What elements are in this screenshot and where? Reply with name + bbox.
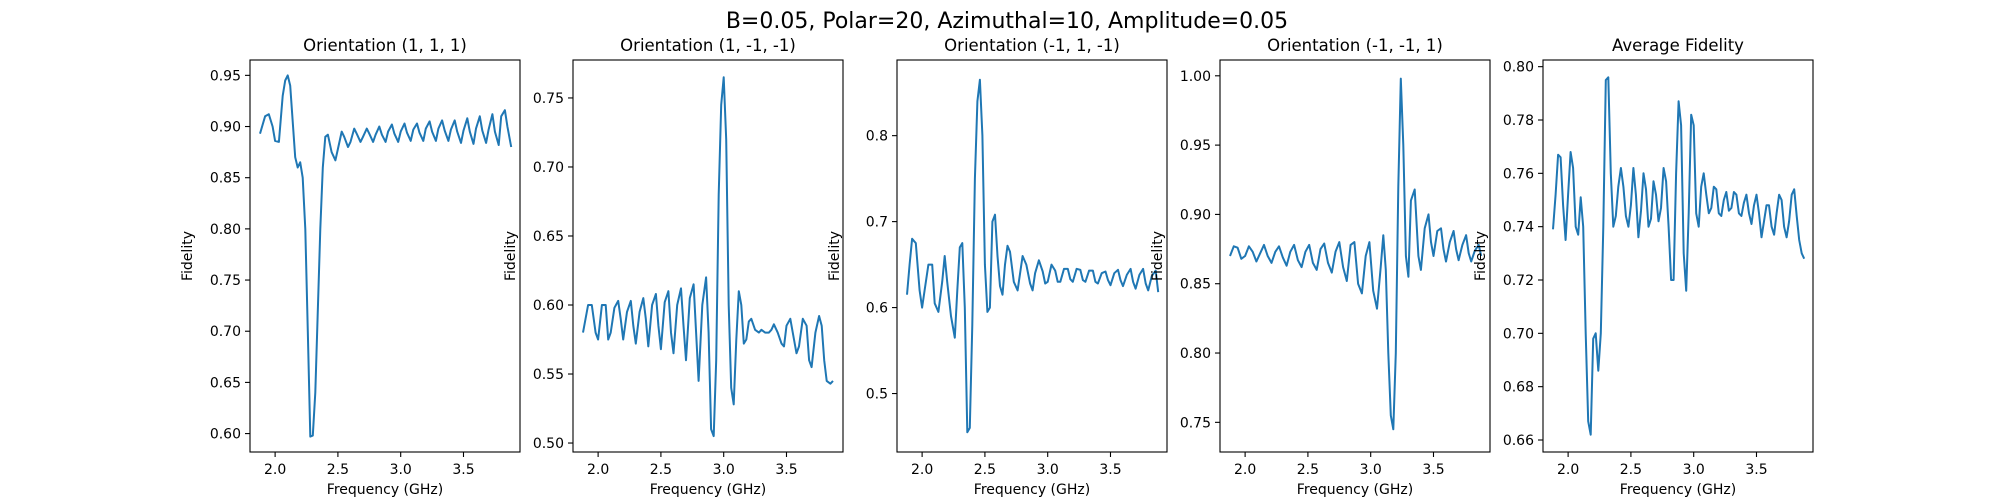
y-tick-label: 0.75 bbox=[1180, 415, 1211, 431]
x-tick-label: 3.5 bbox=[775, 462, 797, 478]
panel-title: Average Fidelity bbox=[1612, 36, 1744, 55]
x-tick-label: 3.0 bbox=[1683, 462, 1705, 478]
y-tick-label: 0.74 bbox=[1503, 220, 1534, 236]
chart-panel-3: 2.0 2.5 3.0 3.5 0.5 0.6 0.7 0.8 Orientation (-1,… bbox=[827, 36, 1168, 498]
y-tick-label: 0.66 bbox=[1503, 433, 1534, 449]
y-tick-label: 0.80 bbox=[1180, 346, 1211, 362]
y-axis-label: Fidelity bbox=[1150, 231, 1166, 281]
y-tick-label: 0.65 bbox=[533, 229, 564, 245]
x-axis-label: Frequency (GHz) bbox=[974, 482, 1090, 498]
panels: 2.0 2.5 3.0 3.5 0.60 0.65 0.70 0.75 0.80 0.85 0.90… bbox=[180, 36, 1814, 498]
chart-panel-1: 2.0 2.5 3.0 3.5 0.60 0.65 0.70 0.75 0.80 0.85 0.90… bbox=[180, 36, 521, 498]
y-tick-label: 0.7 bbox=[866, 215, 888, 231]
x-axis-label: Frequency (GHz) bbox=[1620, 482, 1736, 498]
x-tick-label: 3.0 bbox=[1037, 462, 1059, 478]
y-tick-label: 0.50 bbox=[533, 436, 564, 452]
y-tick-label: 0.68 bbox=[1503, 380, 1534, 396]
y-axis-label: Fidelity bbox=[503, 231, 519, 281]
series-line bbox=[1552, 76, 1806, 436]
y-tick-label: 0.70 bbox=[1503, 326, 1534, 342]
y-tick-label: 0.75 bbox=[533, 91, 564, 107]
y-tick-label: 0.70 bbox=[210, 324, 241, 340]
y-tick-label: 0.6 bbox=[866, 301, 888, 317]
plot-frame bbox=[572, 59, 844, 453]
chart-panel-5: 2.0 2.5 3.0 3.5 0.66 0.68 0.70 0.72 0.74 0.76 0.78… bbox=[1473, 36, 1814, 498]
plot-frame bbox=[1542, 59, 1814, 453]
y-axis-label: Fidelity bbox=[180, 231, 196, 281]
x-tick-label: 3.5 bbox=[1422, 462, 1444, 478]
y-axis-label: Fidelity bbox=[1473, 231, 1489, 281]
x-tick-label: 2.0 bbox=[1557, 462, 1579, 478]
x-tick-label: 3.0 bbox=[713, 462, 735, 478]
y-tick-label: 0.95 bbox=[1180, 138, 1211, 154]
y-tick-label: 0.5 bbox=[866, 387, 888, 403]
plot-frame bbox=[249, 59, 521, 453]
x-tick-label: 2.0 bbox=[911, 462, 933, 478]
x-axis-label: Frequency (GHz) bbox=[327, 482, 443, 498]
plot-frame bbox=[1219, 59, 1491, 453]
y-tick-label: 0.78 bbox=[1503, 113, 1534, 129]
y-tick-label: 0.76 bbox=[1503, 166, 1534, 182]
x-tick-label: 2.0 bbox=[264, 462, 286, 478]
x-tick-label: 3.0 bbox=[1360, 462, 1382, 478]
x-axis-label: Frequency (GHz) bbox=[650, 482, 766, 498]
y-tick-label: 0.85 bbox=[210, 171, 241, 187]
x-tick-label: 2.0 bbox=[1234, 462, 1256, 478]
y-tick-label: 0.60 bbox=[533, 298, 564, 314]
x-tick-label: 2.5 bbox=[1620, 462, 1642, 478]
y-tick-label: 0.65 bbox=[210, 375, 241, 391]
x-tick-label: 3.5 bbox=[1745, 462, 1767, 478]
panel-title: Orientation (-1, -1, 1) bbox=[1267, 36, 1443, 55]
x-tick-label: 2.5 bbox=[1297, 462, 1319, 478]
chart-panel-4: 2.0 2.5 3.0 3.5 0.75 0.80 0.85 0.90 0.95 1.00 Orie… bbox=[1150, 36, 1491, 498]
x-tick-label: 3.5 bbox=[452, 462, 474, 478]
y-tick-label: 0.90 bbox=[1180, 207, 1211, 223]
y-tick-label: 0.80 bbox=[210, 222, 241, 238]
y-tick-label: 0.75 bbox=[210, 273, 241, 289]
figure-suptitle: B=0.05, Polar=20, Azimuthal=10, Amplitud… bbox=[726, 9, 1288, 34]
x-tick-label: 2.0 bbox=[587, 462, 609, 478]
y-tick-label: 0.72 bbox=[1503, 273, 1534, 289]
y-tick-label: 0.85 bbox=[1180, 277, 1211, 293]
panel-title: Orientation (1, 1, 1) bbox=[303, 36, 467, 55]
y-tick-label: 1.00 bbox=[1180, 69, 1211, 85]
y-tick-label: 0.90 bbox=[210, 120, 241, 136]
y-tick-label: 0.8 bbox=[866, 129, 888, 145]
series-line bbox=[906, 78, 1160, 434]
y-tick-label: 0.70 bbox=[533, 160, 564, 176]
series-line bbox=[1229, 77, 1483, 431]
x-tick-label: 2.5 bbox=[650, 462, 672, 478]
chart-panel-2: 2.0 2.5 3.0 3.5 0.50 0.55 0.60 0.65 0.70 0.75 Orie… bbox=[503, 36, 844, 498]
series-line bbox=[259, 74, 513, 438]
y-axis-label: Fidelity bbox=[827, 231, 843, 281]
x-tick-label: 2.5 bbox=[327, 462, 349, 478]
series-line bbox=[582, 76, 834, 438]
y-tick-label: 0.60 bbox=[210, 427, 241, 443]
plot-frame bbox=[896, 59, 1168, 453]
y-tick-label: 0.80 bbox=[1503, 60, 1534, 76]
y-tick-label: 0.95 bbox=[210, 68, 241, 84]
panel-title: Orientation (-1, 1, -1) bbox=[944, 36, 1120, 55]
panel-title: Orientation (1, -1, -1) bbox=[620, 36, 796, 55]
y-tick-label: 0.55 bbox=[533, 367, 564, 383]
x-axis-label: Frequency (GHz) bbox=[1297, 482, 1413, 498]
x-tick-label: 2.5 bbox=[974, 462, 996, 478]
x-tick-label: 3.5 bbox=[1099, 462, 1121, 478]
x-tick-label: 3.0 bbox=[390, 462, 412, 478]
